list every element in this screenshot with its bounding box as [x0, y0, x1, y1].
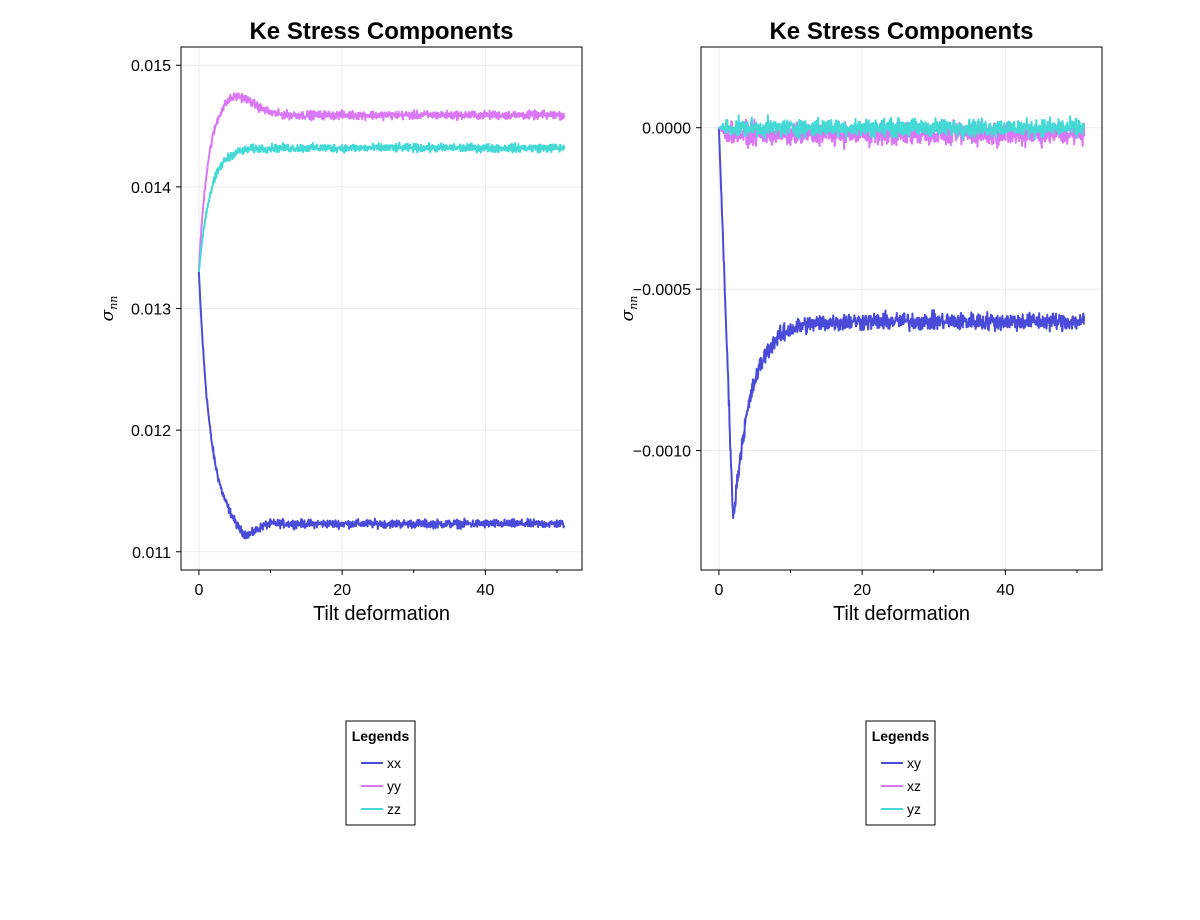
y-tick-label: 0.014	[131, 180, 171, 197]
chart-title: Ke Stress Components	[249, 18, 513, 45]
series-line-yz	[718, 114, 1086, 141]
legend-label-yy: yy	[387, 778, 401, 794]
legend: Legends xx yy zz	[345, 720, 416, 826]
y-tick-label: 0.013	[131, 302, 171, 319]
series-line-yy	[197, 92, 566, 270]
series-line-xx	[197, 271, 566, 540]
x-tick-label: 40	[996, 582, 1014, 599]
plot-frame	[700, 46, 1103, 571]
y-tick-label: −0.0010	[633, 444, 691, 461]
y-tick-label: 0.012	[131, 423, 171, 440]
y-tick-label: 0.015	[131, 58, 171, 75]
y-tick-label: 0.0000	[642, 121, 691, 138]
x-tick-label: 20	[333, 582, 351, 599]
x-tick-label: 20	[853, 582, 871, 599]
x-tick-label: 0	[194, 582, 203, 599]
y-axis-label: σnn	[618, 296, 640, 322]
y-tick-label: −0.0005	[633, 282, 691, 299]
legend-title: Legends	[872, 728, 930, 744]
y-axis-label: σnn	[98, 296, 120, 322]
x-axis-label: Tilt deformation	[313, 603, 450, 625]
legend-label-xy: xy	[907, 755, 921, 771]
chart-panel-1: 0 20 40 0.011 0.012 0.013 0.014 0.015 Ke Stress …	[98, 18, 583, 826]
y-tick-label: 0.011	[132, 545, 171, 562]
legend: Legends xy xz yz	[865, 720, 936, 826]
x-tick-label: 0	[714, 582, 723, 599]
chart-panel-2: 0 20 40 −0.0010 −0.0005 0.0000 Ke Stress Compo…	[618, 18, 1103, 826]
x-tick-label: 40	[476, 582, 494, 599]
series-line-zz	[197, 141, 566, 273]
chart-title: Ke Stress Components	[769, 18, 1033, 45]
legend-label-zz: zz	[387, 801, 401, 817]
legend-box	[345, 720, 416, 826]
legend-box	[865, 720, 936, 826]
legend-title: Legends	[352, 728, 410, 744]
series-line-xy	[717, 127, 1086, 520]
x-axis-label: Tilt deformation	[833, 603, 970, 625]
legend-label-xz: xz	[907, 778, 921, 794]
legend-label-yz: yz	[907, 801, 921, 817]
legend-label-xx: xx	[387, 755, 401, 771]
